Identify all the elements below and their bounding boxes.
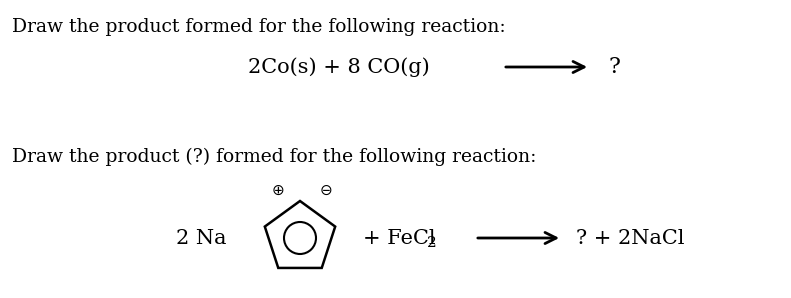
Text: 2Co(s) + 8 CO(g): 2Co(s) + 8 CO(g) [248, 57, 430, 77]
Text: ⊕: ⊕ [271, 182, 285, 198]
Text: 2: 2 [427, 236, 437, 250]
Text: ⊖: ⊖ [320, 182, 332, 198]
Text: 2 Na: 2 Na [176, 229, 226, 248]
Text: ? + 2NaCl: ? + 2NaCl [576, 229, 684, 248]
Text: ?: ? [608, 56, 620, 78]
Text: Draw the product formed for the following reaction:: Draw the product formed for the followin… [12, 18, 505, 36]
Text: + FeCl: + FeCl [363, 229, 436, 248]
Text: Draw the product (?) formed for the following reaction:: Draw the product (?) formed for the foll… [12, 148, 536, 166]
